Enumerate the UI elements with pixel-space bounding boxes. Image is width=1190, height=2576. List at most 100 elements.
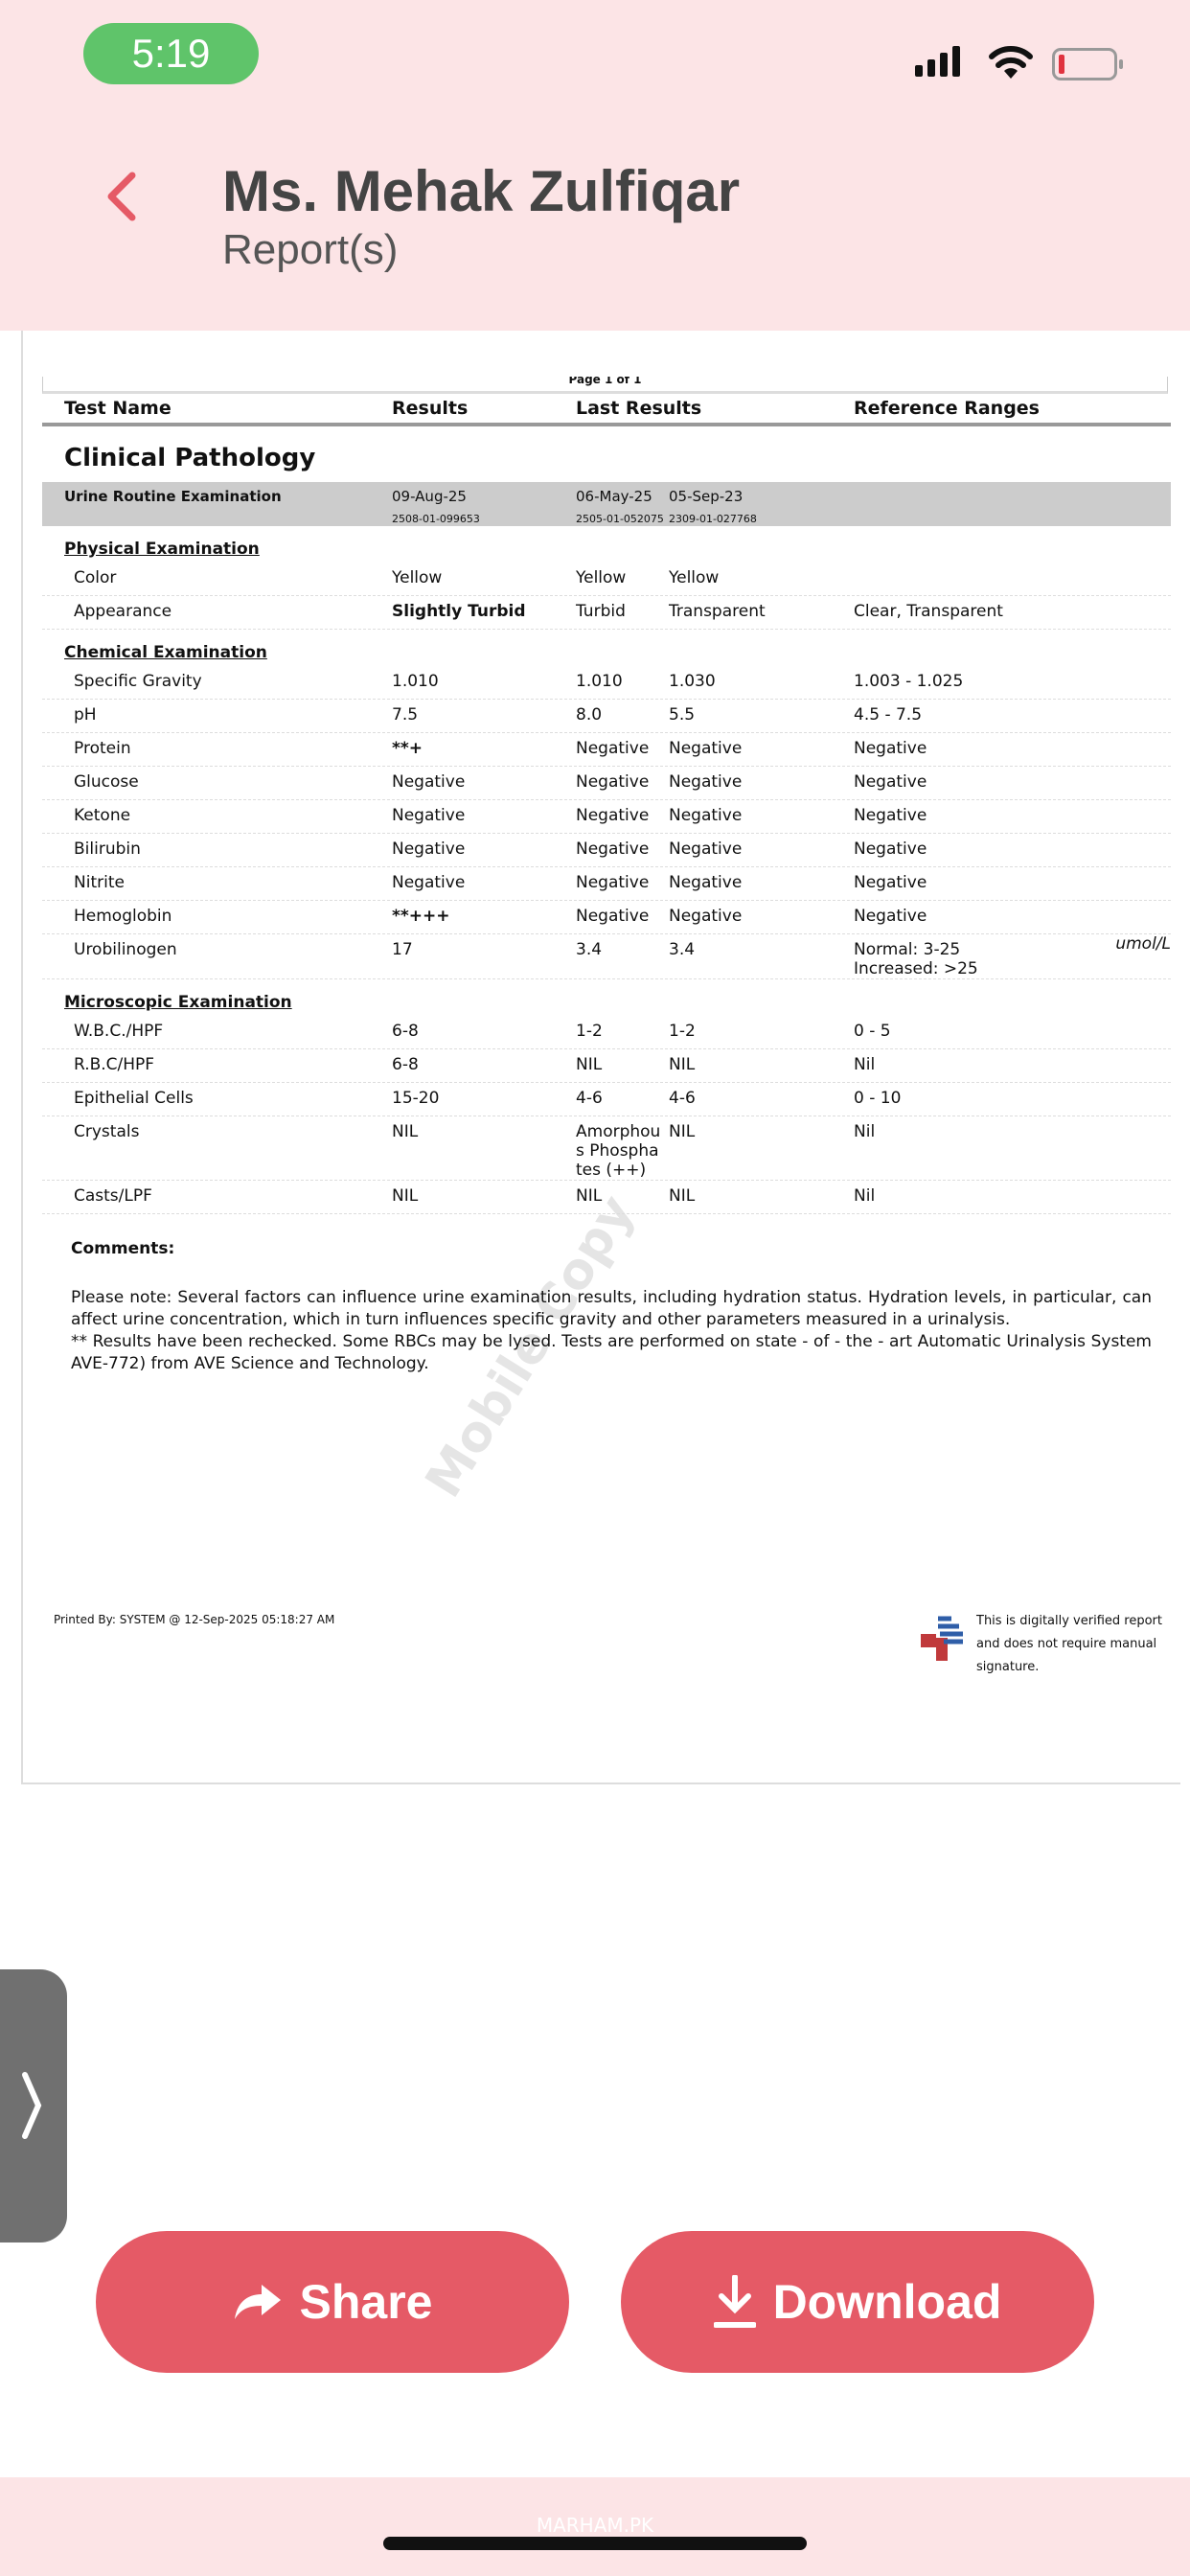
reference-cell: Clear, Transparent — [854, 602, 1003, 621]
last-result-2-cell: NIL — [669, 1186, 696, 1206]
table-row: R.B.C/HPF 6-8 NIL NIL Nil — [42, 1049, 1171, 1083]
result-cell: Negative — [392, 840, 466, 859]
reference-cell: Negative — [854, 840, 927, 859]
status-time: 5:19 — [83, 23, 259, 84]
table-row: Protein **+ Negative Negative Negative — [42, 733, 1171, 767]
last-result-1-cell: Yellow — [576, 568, 627, 587]
last-result-2-cell: Negative — [669, 907, 743, 926]
last-result-1-cell: Negative — [576, 873, 650, 892]
last-result-1-cell: Amorphous Phosphates (++) — [576, 1122, 661, 1180]
col-reference: Reference Ranges — [854, 398, 1040, 419]
section-title: Physical Examination — [64, 540, 260, 559]
test-name-cell: Urobilinogen — [74, 940, 177, 959]
test-name-cell: Bilirubin — [74, 840, 141, 859]
test-name-cell: Epithelial Cells — [74, 1089, 194, 1108]
section-title: Microscopic Examination — [64, 993, 292, 1012]
result-cell: 1.010 — [392, 672, 439, 691]
brand-text: MARHAM.PK — [536, 2514, 654, 2537]
table-row: Bilirubin Negative Negative Negative Negativ… — [42, 834, 1171, 867]
last-result-1-cell: NIL — [576, 1055, 603, 1074]
table-row: W.B.C./HPF 6-8 1-2 1-2 0 - 5 — [42, 1016, 1171, 1049]
last-result-2-cell: NIL — [669, 1122, 696, 1141]
home-indicator[interactable] — [383, 2537, 807, 2550]
page-number: Page 1 of 1 — [42, 377, 1168, 394]
last-result-2-cell: 3.4 — [669, 940, 696, 959]
table-header: Test Name Results Last Results Reference… — [42, 396, 1171, 426]
download-icon — [713, 2275, 756, 2328]
table-row: Casts/LPF NIL NIL NIL Nil — [42, 1181, 1171, 1214]
wifi-icon — [989, 46, 1033, 79]
test-name-cell: Ketone — [74, 806, 131, 825]
reference-cell: Negative — [854, 739, 927, 758]
comments-label: Comments: — [71, 1239, 175, 1258]
test-header-row: Urine Routine Examination 09-Aug-25 2508-… — [42, 482, 1171, 526]
comments-text: Please note: Several factors can influen… — [71, 1288, 1152, 1373]
result-cell: NIL — [392, 1186, 419, 1206]
reference-cell: Negative — [854, 772, 927, 792]
reference-cell: Nil — [854, 1122, 876, 1141]
test-name-cell: Glucose — [74, 772, 139, 792]
download-label: Download — [772, 2275, 1002, 2329]
last1-date: 06-May-25 2505-01-052075 — [576, 488, 664, 525]
test-name: Urine Routine Examination — [64, 488, 282, 505]
last-result-1-cell: Negative — [576, 806, 650, 825]
last-result-2-cell: Negative — [669, 772, 743, 792]
test-name-cell: pH — [74, 705, 97, 724]
col-results: Results — [392, 398, 469, 419]
verification-note: This is digitally verified report and do… — [976, 1614, 1162, 1674]
test-date: 09-Aug-25 2508-01-099653 — [392, 488, 480, 525]
test-name-cell: Casts/LPF — [74, 1186, 152, 1206]
test-name-cell: Protein — [74, 739, 131, 758]
last-result-1-cell: 8.0 — [576, 705, 603, 724]
test-name-cell: Nitrite — [74, 873, 125, 892]
reference-cell: Normal: 3-25 Increased: >25 — [854, 940, 978, 978]
result-cell: 15-20 — [392, 1089, 440, 1108]
last-result-1-cell: 1.010 — [576, 672, 623, 691]
last-result-2-cell: Negative — [669, 873, 743, 892]
share-button[interactable]: Share — [96, 2231, 569, 2373]
last-result-1-cell: 1-2 — [576, 1022, 603, 1041]
test-name-cell: Crystals — [74, 1122, 140, 1141]
result-cell: **+ — [392, 739, 423, 758]
result-cell: Negative — [392, 806, 466, 825]
report-document: Page 1 of 1 Mobile Copy Test Name Result… — [21, 331, 1180, 1784]
share-icon — [234, 2285, 281, 2319]
download-button[interactable]: Download — [621, 2231, 1094, 2373]
last-result-2-cell: Negative — [669, 806, 743, 825]
last-result-2-cell: Negative — [669, 739, 743, 758]
test-name-cell: Color — [74, 568, 117, 587]
reference-cell: 0 - 5 — [854, 1022, 891, 1041]
last-result-2-cell: 5.5 — [669, 705, 696, 724]
table-row: Glucose Negative Negative Negative Negative — [42, 767, 1171, 800]
col-last-results: Last Results — [576, 398, 702, 419]
last-result-1-cell: 3.4 — [576, 940, 603, 959]
reference-cell: 1.003 - 1.025 — [854, 672, 964, 691]
table-row: Crystals NIL Amorphous Phosphates (++) NIL N… — [42, 1116, 1171, 1181]
test-name-cell: R.B.C/HPF — [74, 1055, 155, 1074]
side-drawer-handle[interactable] — [0, 1969, 67, 2242]
page-subtitle: Report(s) — [222, 226, 399, 273]
back-chevron-icon[interactable] — [96, 168, 153, 225]
section-title: Chemical Examination — [64, 643, 267, 662]
unit-label: umol/L — [1115, 934, 1171, 954]
lab-logo-icon — [921, 1616, 963, 1661]
last-result-1-cell: Negative — [576, 772, 650, 792]
result-cell: Negative — [392, 873, 466, 892]
result-cell: 17 — [392, 940, 413, 959]
last-result-1-cell: Negative — [576, 739, 650, 758]
battery-icon — [1052, 48, 1123, 80]
table-row: Nitrite Negative Negative Negative Negative — [42, 867, 1171, 901]
patient-name: Ms. Mehak Zulfiqar — [222, 159, 741, 223]
table-row: Ketone Negative Negative Negative Negative — [42, 800, 1171, 834]
last-result-1-cell: Negative — [576, 907, 650, 926]
result-cell: Negative — [392, 772, 466, 792]
last-result-2-cell: 1-2 — [669, 1022, 696, 1041]
table-row: Urobilinogen 17 3.4 3.4 Normal: 3-25 Increas… — [42, 934, 1171, 979]
footer-bar — [0, 2477, 1190, 2576]
chevron-right-icon — [22, 2072, 42, 2139]
last-result-2-cell: Negative — [669, 840, 743, 859]
table-row: Hemoglobin **+++ Negative Negative Negative — [42, 901, 1171, 934]
last-result-2-cell: NIL — [669, 1055, 696, 1074]
result-cell: **+++ — [392, 907, 450, 926]
result-cell: 6-8 — [392, 1055, 419, 1074]
